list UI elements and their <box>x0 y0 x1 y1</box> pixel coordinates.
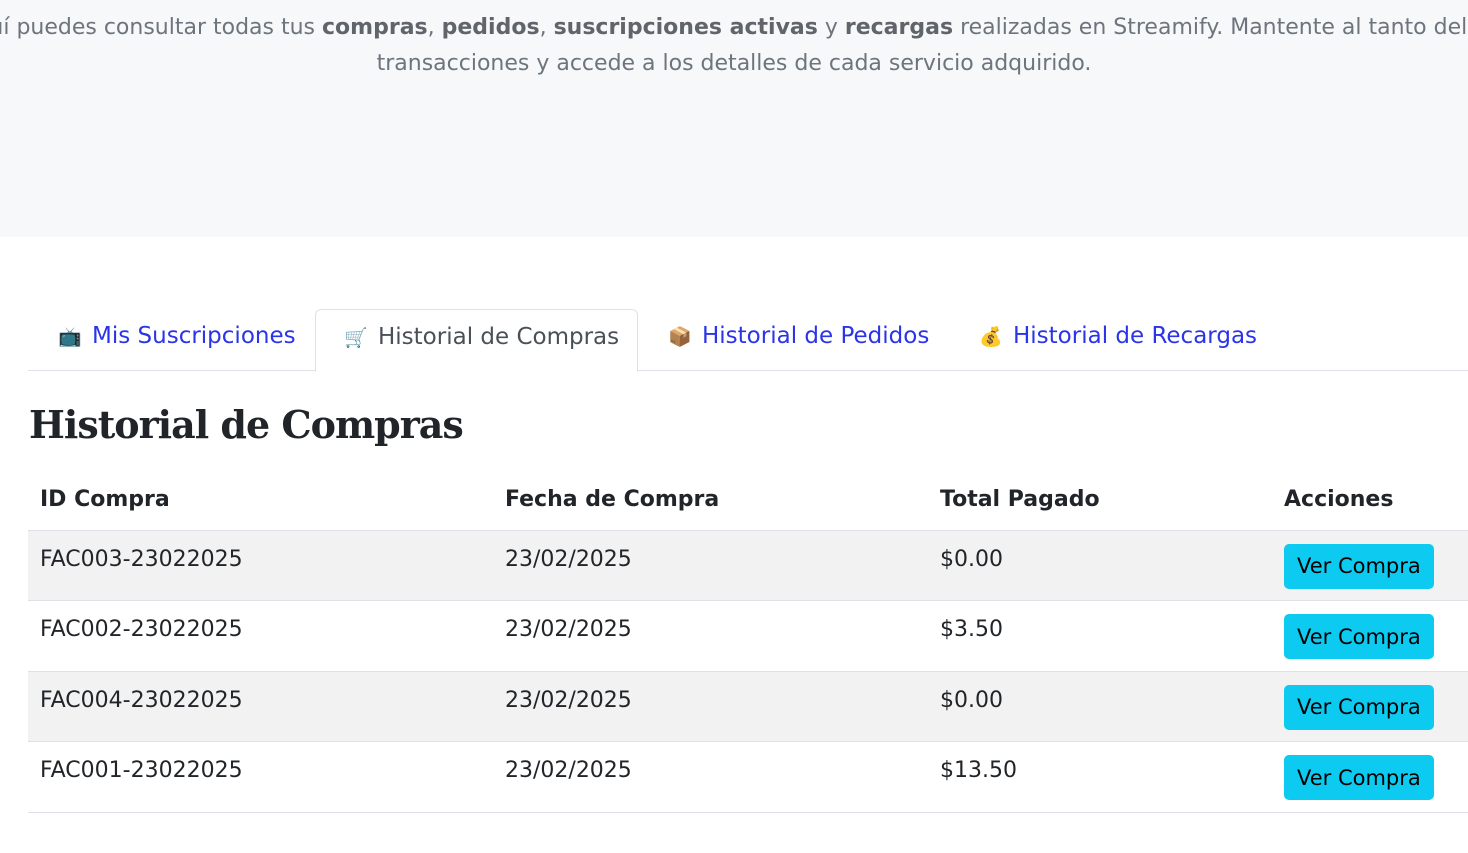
intro-highlight: recargas <box>844 15 954 40</box>
purchase-total: $0.00 <box>928 671 1272 742</box>
purchase-date: 23/02/2025 <box>493 741 928 813</box>
purchase-total: $3.50 <box>928 600 1272 672</box>
purchase-id: FAC001-23022025 <box>28 741 493 813</box>
table-header-row: ID Compra Fecha de Compra Total Pagado A… <box>28 470 1468 531</box>
purchase-total: $13.50 <box>928 741 1272 813</box>
intro-line-1: Aquí puedes consultar todas tus compras,… <box>0 10 1468 46</box>
intro-highlight: pedidos <box>441 15 540 40</box>
table-row: FAC004-23022025 23/02/2025 $0.00 Ver Compra <box>28 671 1468 742</box>
purchase-date: 23/02/2025 <box>493 600 928 672</box>
actions-cell: Ver Compra <box>1272 530 1468 601</box>
col-date: Fecha de Compra <box>493 470 928 531</box>
view-purchase-button[interactable]: Ver Compra <box>1284 543 1434 589</box>
col-actions: Acciones <box>1272 470 1468 531</box>
table-row: FAC001-23022025 23/02/2025 $13.50 Ver Compr… <box>28 741 1468 813</box>
col-id: ID Compra <box>28 470 493 531</box>
intro-text: Aquí puedes consultar todas tus <box>0 15 316 40</box>
purchase-date: 23/02/2025 <box>493 671 928 742</box>
purchases-table: ID Compra Fecha de Compra Total Pagado A… <box>28 470 1468 813</box>
view-purchase-button[interactable]: Ver Compra <box>1284 614 1434 659</box>
table-row: FAC003-23022025 23/02/2025 $0.00 Ver Compra <box>28 530 1468 601</box>
view-purchase-button[interactable]: Ver Compra <box>1284 755 1434 800</box>
purchase-id: FAC004-23022025 <box>28 671 493 742</box>
money-bag-icon: 💰 <box>979 326 1003 348</box>
tab-label: Historial de Compras <box>378 324 620 350</box>
tab-label: Mis Suscripciones <box>92 323 296 349</box>
tab-label: Historial de Pedidos <box>702 323 930 349</box>
intro-text: realizadas en Streamify. Mantente al tan… <box>953 15 1468 40</box>
tab-historial-recargas[interactable]: 💰 Historial de Recargas <box>979 309 1257 371</box>
tab-historial-compras[interactable]: 🛒 Historial de Compras <box>315 309 638 372</box>
purchase-id: FAC003-23022025 <box>28 530 493 601</box>
intro-line-2: transacciones y accede a los detalles de… <box>376 51 1092 76</box>
view-purchase-button[interactable]: Ver Compra <box>1284 684 1434 730</box>
package-icon: 📦 <box>668 326 692 348</box>
purchase-date: 23/02/2025 <box>493 530 928 601</box>
cart-icon: 🛒 <box>344 327 368 349</box>
table-row: FAC002-23022025 23/02/2025 $3.50 Ver Compra <box>28 600 1468 672</box>
tab-historial-pedidos[interactable]: 📦 Historial de Pedidos <box>668 309 929 371</box>
tab-bar: 📺 Mis Suscripciones 🛒 Historial de Compras… <box>28 309 1468 372</box>
actions-cell: Ver Compra <box>1272 741 1468 813</box>
intro-text: , <box>539 15 554 40</box>
col-total: Total Pagado <box>928 470 1272 531</box>
actions-cell: Ver Compra <box>1272 600 1468 672</box>
tab-label: Historial de Recargas <box>1013 323 1258 349</box>
purchase-id: FAC002-23022025 <box>28 600 493 672</box>
tab-mis-suscripciones[interactable]: 📺 Mis Suscripciones <box>58 309 296 371</box>
intro-text: , <box>427 15 442 40</box>
intro-text: y <box>817 15 845 40</box>
intro-highlight: suscripciones activas <box>553 15 818 40</box>
tv-icon: 📺 <box>58 326 82 348</box>
intro-banner: Aquí puedes consultar todas tus compras,… <box>0 0 1468 237</box>
actions-cell: Ver Compra <box>1272 671 1468 742</box>
intro-highlight: compras <box>322 15 428 40</box>
purchase-total: $0.00 <box>928 530 1272 601</box>
section-title: Historial de Compras <box>29 402 464 447</box>
